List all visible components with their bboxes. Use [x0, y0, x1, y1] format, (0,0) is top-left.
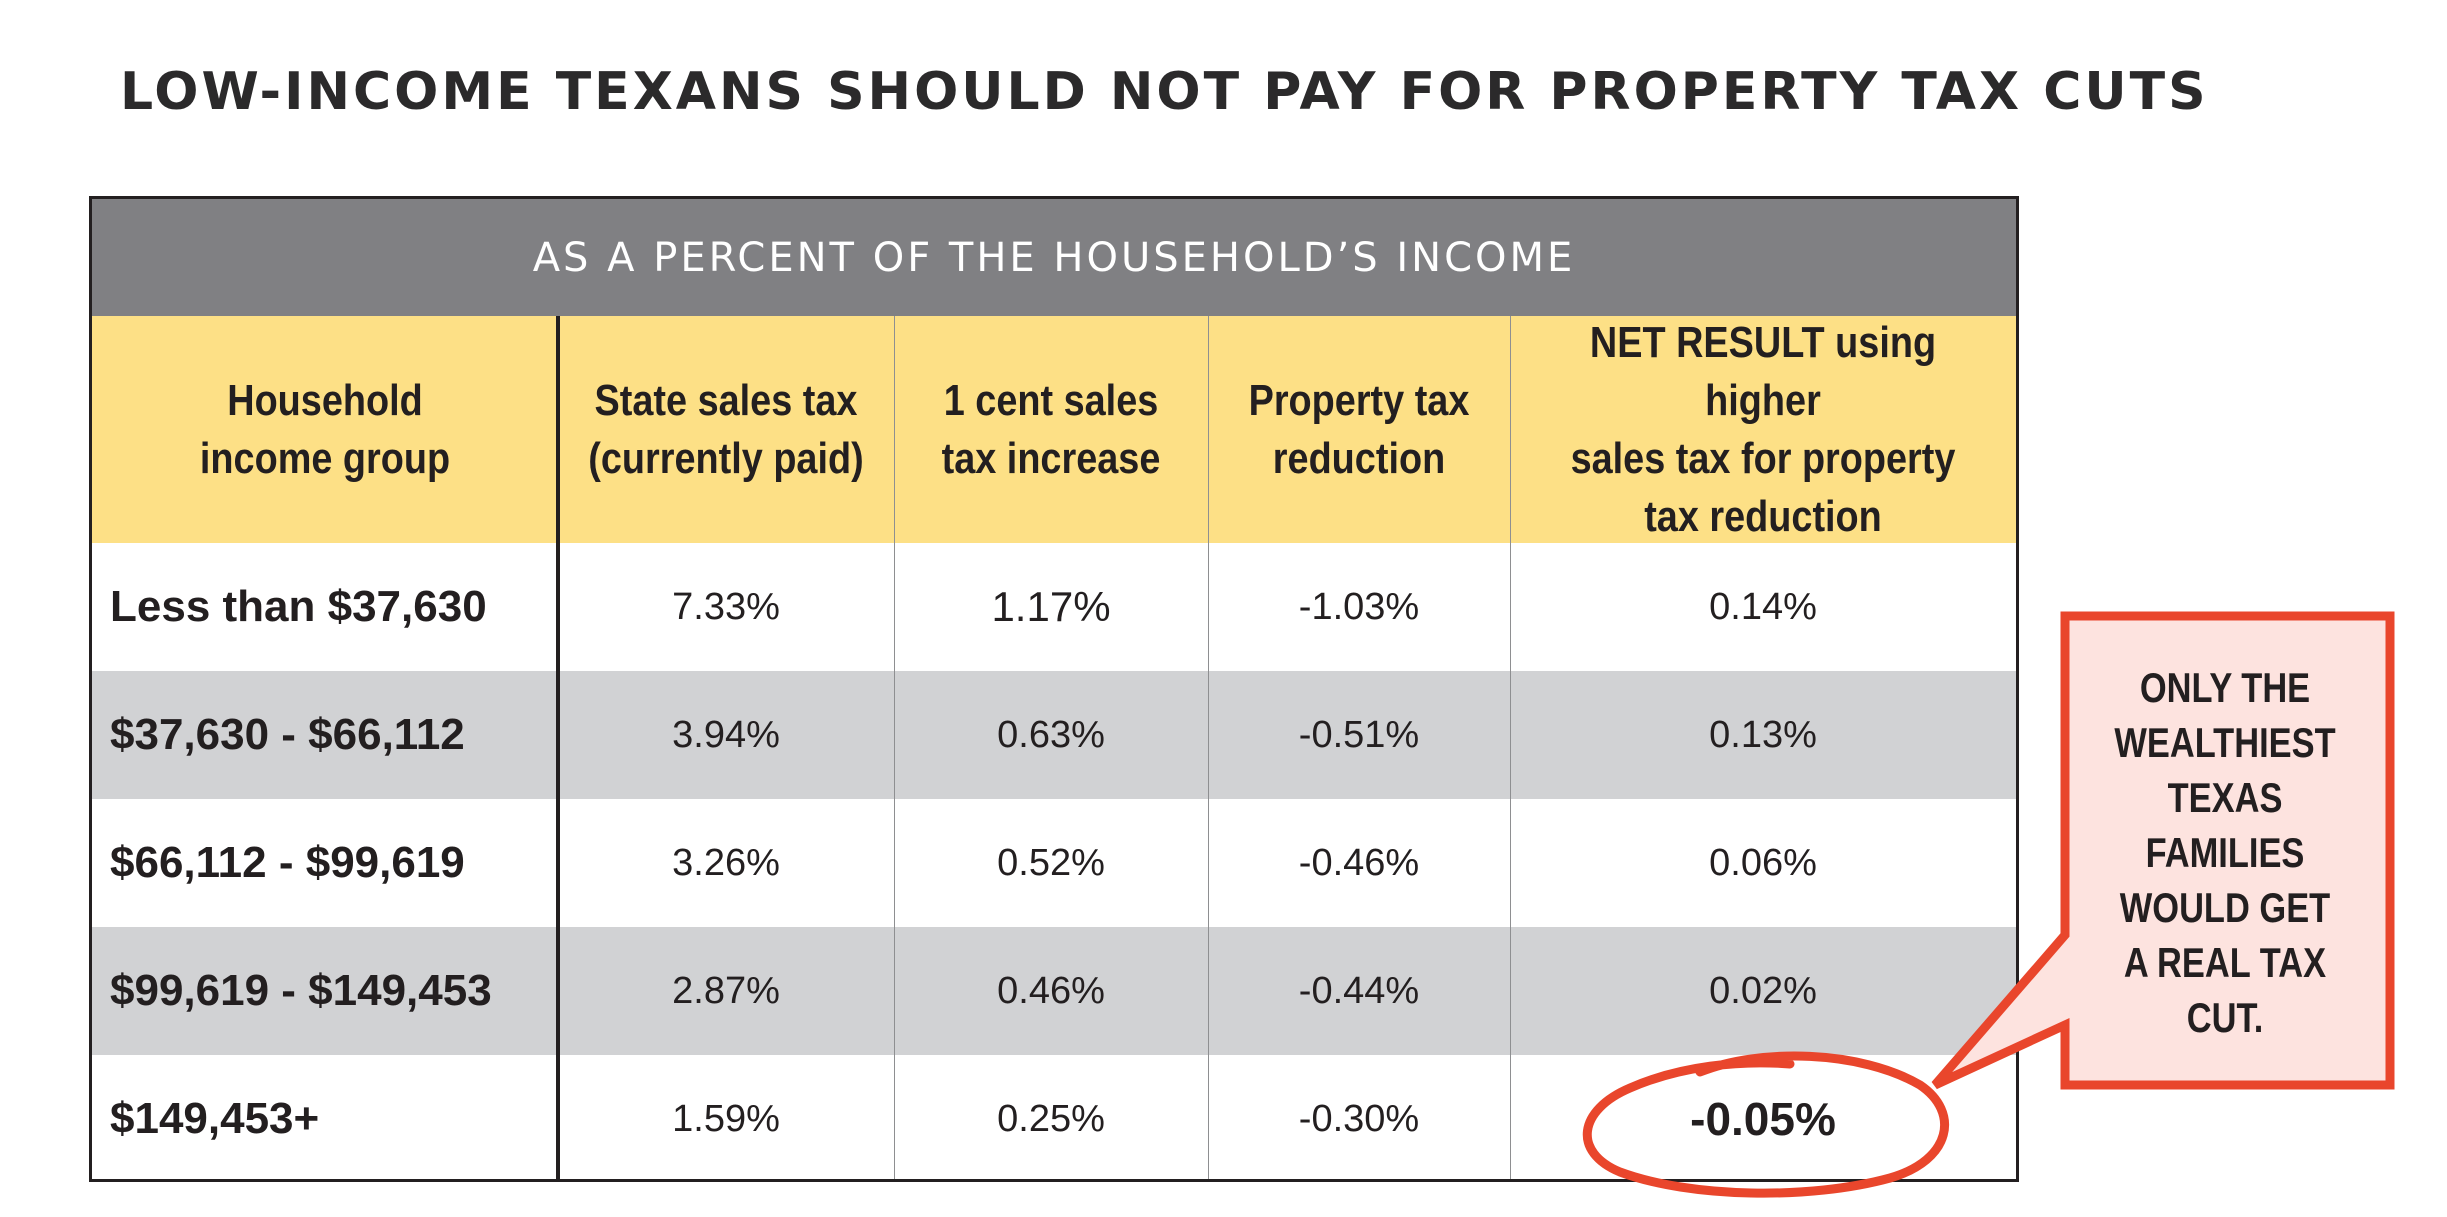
tax-table: AS A PERCENT OF THE HOUSEHOLD’S INCOME H…	[89, 196, 2019, 1182]
table-row: $66,112 - $99,619 3.26% 0.52% -0.46% 0.0…	[92, 799, 2016, 927]
table-row: $37,630 - $66,112 3.94% 0.63% -0.51% 0.1…	[92, 671, 2016, 799]
table-row: $149,453+ 1.59% 0.25% -0.30% -0.05%	[92, 1055, 2016, 1183]
header-sales-tax-increase: 1 cent sales tax increase	[916, 316, 1186, 543]
sales-tax-cell: 1.59%	[672, 1097, 780, 1140]
net-result-cell: 0.14%	[1709, 585, 1817, 628]
table-header-row: Household income group State sales tax (…	[92, 316, 2016, 543]
reduction-cell: -0.30%	[1298, 1097, 1420, 1140]
income-group-cell: $99,619 - $149,453	[110, 966, 492, 1015]
column-divider	[894, 316, 895, 1179]
increase-cell: 0.46%	[997, 969, 1105, 1012]
header-state-sales-tax: State sales tax (currently paid)	[582, 316, 871, 543]
sales-tax-cell: 3.26%	[672, 841, 780, 884]
reduction-cell: -0.46%	[1298, 841, 1420, 884]
increase-cell: 0.63%	[997, 713, 1105, 756]
sales-tax-cell: 3.94%	[672, 713, 780, 756]
header-label: State sales tax (currently paid)	[588, 375, 864, 483]
column-divider	[556, 316, 560, 1179]
net-result-cell: 0.02%	[1709, 969, 1817, 1012]
header-net-result: NET RESULT using higher sales tax for pr…	[1545, 316, 1980, 543]
income-group-cell: $37,630 - $66,112	[110, 710, 465, 759]
sales-tax-cell: 2.87%	[672, 969, 780, 1012]
table-band-label: AS A PERCENT OF THE HOUSEHOLD’S INCOME	[92, 199, 2016, 316]
header-label: Property tax reduction	[1248, 375, 1470, 483]
net-result-cell-highlighted: -0.05%	[1690, 1093, 1836, 1145]
income-group-cell: $149,453+	[110, 1094, 320, 1143]
increase-cell: 0.25%	[997, 1097, 1105, 1140]
increase-cell: 1.17%	[991, 583, 1111, 630]
header-label: NET RESULT using higher sales tax for pr…	[1570, 317, 1956, 541]
page-title: LOW-INCOME TEXANS SHOULD NOT PAY FOR PRO…	[120, 62, 2209, 122]
header-property-tax-reduction: Property tax reduction	[1229, 316, 1489, 543]
reduction-cell: -1.03%	[1298, 585, 1420, 628]
callout-text: ONLY THE WEALTHIEST TEXAS FAMILIES WOULD…	[2114, 664, 2336, 1041]
column-divider	[1510, 316, 1511, 1179]
net-result-cell: 0.06%	[1709, 841, 1817, 884]
reduction-cell: -0.44%	[1298, 969, 1420, 1012]
table-row: $99,619 - $149,453 2.87% 0.46% -0.44% 0.…	[92, 927, 2016, 1055]
income-group-cell: $66,112 - $99,619	[110, 838, 465, 887]
income-group-cell: Less than $37,630	[110, 582, 487, 631]
sales-tax-cell: 7.33%	[672, 585, 780, 628]
table-row: Less than $37,630 7.33% 1.17% -1.03% 0.1…	[92, 543, 2016, 671]
header-household-income-group: Household income group	[125, 316, 526, 543]
reduction-cell: -0.51%	[1298, 713, 1420, 756]
increase-cell: 0.52%	[997, 841, 1105, 884]
column-divider	[1208, 316, 1209, 1179]
net-result-cell: 0.13%	[1709, 713, 1817, 756]
header-label: Household income group	[199, 375, 451, 483]
header-label: 1 cent sales tax increase	[941, 375, 1161, 483]
